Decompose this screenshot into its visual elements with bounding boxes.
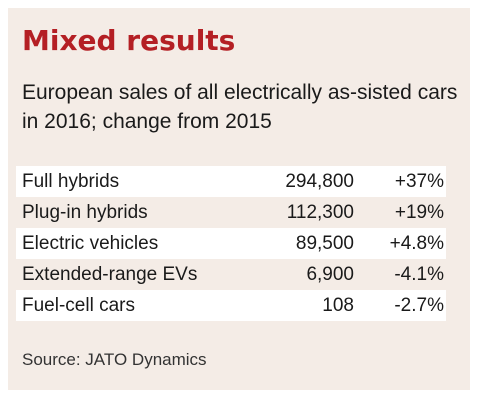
change-value: -4.1% xyxy=(394,264,444,285)
change-value: +19% xyxy=(394,202,444,223)
chart-panel: Mixed results European sales of all elec… xyxy=(8,8,470,390)
sales-value: 112,300 xyxy=(286,202,354,223)
sales-value: 294,800 xyxy=(285,171,354,192)
change-value: +37% xyxy=(394,171,444,192)
chart-subtitle: European sales of all electrically as-si… xyxy=(22,81,458,133)
sales-value: 6,900 xyxy=(306,264,354,285)
row-label: Plug-in hybrids xyxy=(22,202,148,223)
table-row: Extended-range EVs 6,900 -4.1% xyxy=(16,259,446,290)
row-label: Electric vehicles xyxy=(22,233,159,254)
chart-title: Mixed results xyxy=(22,24,236,57)
row-label: Extended-range EVs xyxy=(22,264,198,285)
row-label: Full hybrids xyxy=(22,171,120,192)
sales-table: Full hybrids 294,800 +37% Plug-in hybrids 11… xyxy=(16,166,446,321)
row-label: Fuel-cell cars xyxy=(22,295,135,316)
change-value: -2.7% xyxy=(394,295,444,316)
source-note: Source: JATO Dynamics xyxy=(22,350,207,369)
change-value: +4.8% xyxy=(389,233,444,254)
sales-value: 89,500 xyxy=(295,233,354,254)
table-row: Fuel-cell cars 108 -2.7% xyxy=(16,290,446,321)
table-row: Electric vehicles 89,500 +4.8% xyxy=(16,228,446,259)
sales-value: 108 xyxy=(322,295,354,316)
table-row: Plug-in hybrids 112,300 +19% xyxy=(16,197,446,228)
table-row: Full hybrids 294,800 +37% xyxy=(16,166,446,197)
